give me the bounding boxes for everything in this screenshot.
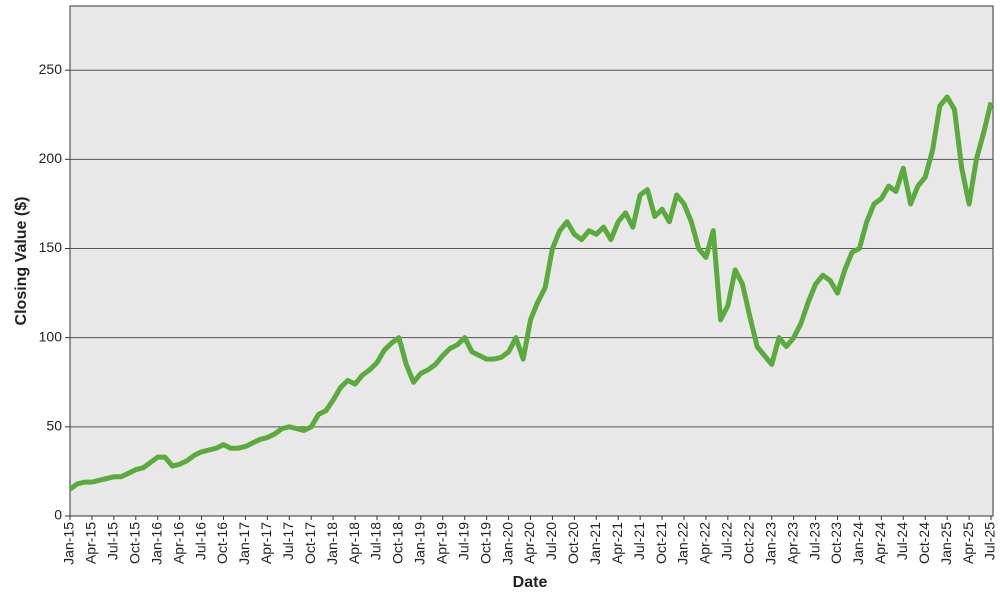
x-tick-label: Oct-17 bbox=[302, 522, 318, 564]
x-tick-label: Jan-20 bbox=[499, 522, 515, 565]
y-tick-label: 100 bbox=[39, 328, 63, 344]
x-tick-label: Oct-15 bbox=[126, 522, 142, 564]
x-tick-label: Oct-23 bbox=[828, 522, 844, 564]
x-tick-label: Jul-19 bbox=[455, 522, 471, 560]
x-tick-label: Apr-18 bbox=[346, 522, 362, 564]
y-axis-label: Closing Value ($) bbox=[13, 197, 30, 326]
x-tick-label: Jul-22 bbox=[719, 522, 735, 560]
x-tick-label: Jan-24 bbox=[850, 522, 866, 565]
x-tick-label: Apr-23 bbox=[784, 522, 800, 564]
x-tick-label: Oct-18 bbox=[390, 522, 406, 564]
y-tick-label: 150 bbox=[39, 239, 63, 255]
y-tick-label: 50 bbox=[46, 418, 62, 434]
x-tick-label: Jul-16 bbox=[192, 522, 208, 560]
x-tick-label: Jan-17 bbox=[236, 522, 252, 565]
x-tick-label: Apr-21 bbox=[609, 522, 625, 564]
y-tick-label: 0 bbox=[54, 507, 62, 523]
x-tick-label: Jul-17 bbox=[280, 522, 296, 560]
x-tick-label: Oct-24 bbox=[916, 522, 932, 564]
x-tick-label: Jul-20 bbox=[543, 522, 559, 560]
x-tick-label: Oct-16 bbox=[214, 522, 230, 564]
x-tick-label: Jul-21 bbox=[631, 522, 647, 560]
x-tick-label: Oct-20 bbox=[565, 522, 581, 564]
x-tick-label: Oct-22 bbox=[740, 522, 756, 564]
x-tick-label: Oct-21 bbox=[653, 522, 669, 564]
x-tick-label: Oct-19 bbox=[477, 522, 493, 564]
x-tick-label: Apr-15 bbox=[83, 522, 99, 564]
x-tick-label: Jul-24 bbox=[894, 522, 910, 560]
x-tick-label: Jul-25 bbox=[982, 522, 998, 560]
x-tick-label: Apr-17 bbox=[258, 522, 274, 564]
x-axis-label: Date bbox=[513, 574, 548, 591]
x-tick-label: Jan-21 bbox=[587, 522, 603, 565]
x-tick-label: Jan-23 bbox=[762, 522, 778, 565]
x-tick-label: Apr-25 bbox=[960, 522, 976, 564]
plot-area bbox=[69, 5, 994, 517]
x-tick-label: Apr-24 bbox=[872, 522, 888, 564]
x-tick-label: Apr-20 bbox=[521, 522, 537, 564]
x-tick-label: Jan-22 bbox=[675, 522, 691, 565]
x-tick-label: Apr-19 bbox=[433, 522, 449, 564]
x-tick-label: Jan-19 bbox=[412, 522, 428, 565]
x-tick-label: Jan-15 bbox=[61, 522, 77, 565]
x-tick-label: Jul-23 bbox=[806, 522, 822, 560]
x-tick-label: Jan-18 bbox=[324, 522, 340, 565]
x-tick-label: Jan-16 bbox=[148, 522, 164, 565]
y-tick-label: 200 bbox=[39, 150, 63, 166]
x-tick-label: Jan-25 bbox=[938, 522, 954, 565]
x-tick-label: Apr-16 bbox=[170, 522, 186, 564]
price-line bbox=[68, 94, 994, 492]
x-tick-label: Jul-18 bbox=[368, 522, 384, 560]
y-tick-label: 250 bbox=[39, 61, 63, 77]
x-tick-label: Jul-15 bbox=[105, 522, 121, 560]
x-tick-label: Apr-22 bbox=[697, 522, 713, 564]
